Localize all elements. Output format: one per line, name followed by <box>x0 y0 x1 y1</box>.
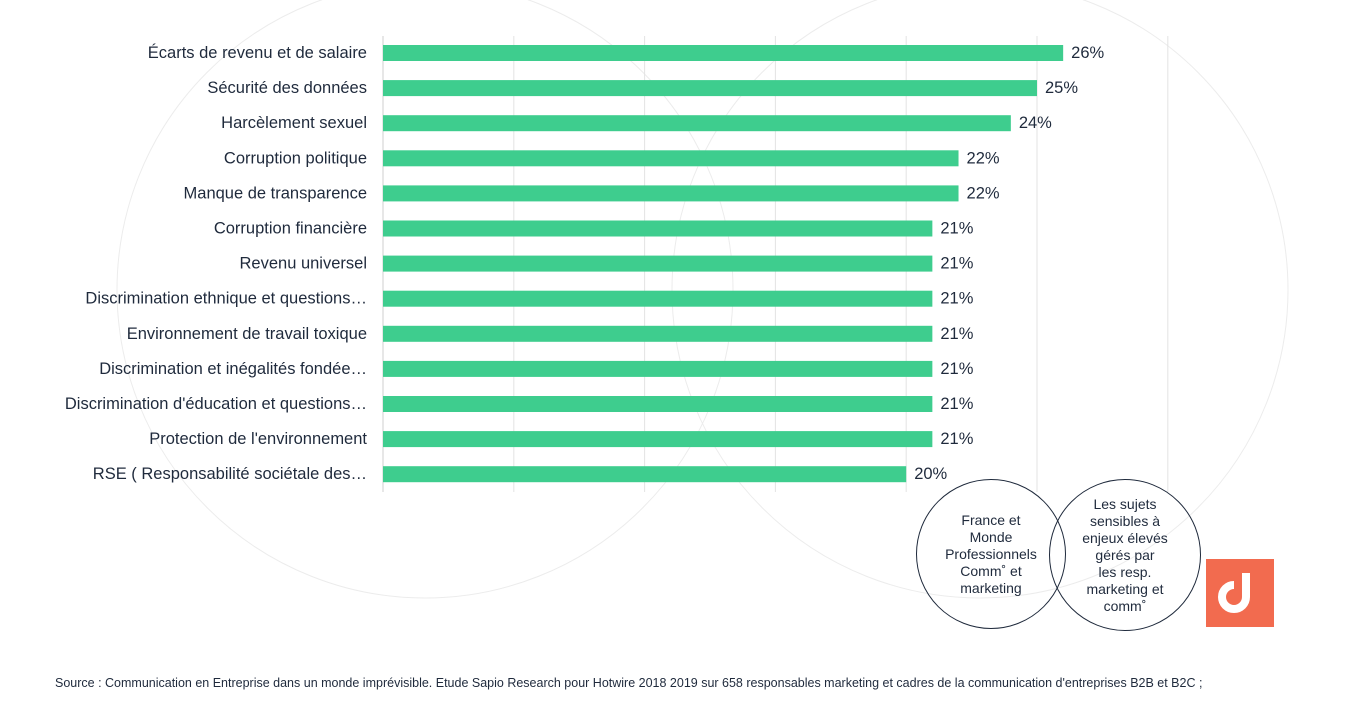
data-label: 26% <box>1071 44 1104 62</box>
category-label: Corruption financière <box>214 220 367 238</box>
value-labels: 26% 25% 24% 22% 22% 21% 21% 21% 21% 21% 21% 21% 20% <box>914 44 1104 483</box>
bar <box>383 431 933 448</box>
bars <box>383 45 1064 483</box>
data-label: 24% <box>1019 114 1052 132</box>
category-label: RSE ( Responsabilité sociétale des… <box>93 465 367 483</box>
bar <box>383 466 907 483</box>
category-label: Écarts de revenu et de salaire <box>148 43 367 62</box>
data-label: 25% <box>1045 79 1078 97</box>
data-label: 21% <box>940 395 973 413</box>
category-label: Protection de l'environnement <box>149 430 367 448</box>
logo-mark-icon <box>1218 573 1250 613</box>
category-label: Discrimination d'éducation et questions… <box>65 395 367 413</box>
data-label: 22% <box>967 149 1000 167</box>
data-label: 21% <box>940 255 973 273</box>
bar <box>383 45 1064 61</box>
data-label: 21% <box>940 325 973 343</box>
category-label: Discrimination ethnique et questions… <box>85 290 367 308</box>
bar <box>383 290 933 307</box>
bar <box>383 150 959 167</box>
category-labels: Écarts de revenu et de salaire Sécurité d… <box>65 43 368 483</box>
category-label: Manque de transparence <box>184 184 367 202</box>
category-label: Harcèlement sexuel <box>221 114 367 132</box>
category-label: Revenu universel <box>240 255 368 273</box>
data-label: 21% <box>940 290 973 308</box>
category-label: Discrimination et inégalités fondée… <box>99 360 367 378</box>
bar <box>383 220 933 237</box>
data-label: 21% <box>940 430 973 448</box>
bar <box>383 396 933 412</box>
scope-circle: France et Monde Professionnels Comm˚ et … <box>916 479 1066 629</box>
data-label: 21% <box>940 220 973 238</box>
brand-logo <box>1206 559 1274 627</box>
bar <box>383 80 1037 97</box>
background-circle-left <box>116 0 734 599</box>
bar <box>383 185 959 202</box>
bar <box>383 115 1011 132</box>
topic-circle: Les sujets sensibles à enjeux élevés gér… <box>1049 479 1201 631</box>
bar <box>383 325 933 342</box>
source-note: Source : Communication en Entreprise dan… <box>55 676 1203 690</box>
data-label: 21% <box>940 360 973 378</box>
category-label: Corruption politique <box>224 149 367 167</box>
category-label: Sécurité des données <box>207 79 367 97</box>
bar <box>383 255 933 272</box>
data-label: 20% <box>914 465 947 483</box>
category-label: Environnement de travail toxique <box>127 325 367 343</box>
bar <box>383 360 933 377</box>
data-label: 22% <box>967 184 1000 202</box>
